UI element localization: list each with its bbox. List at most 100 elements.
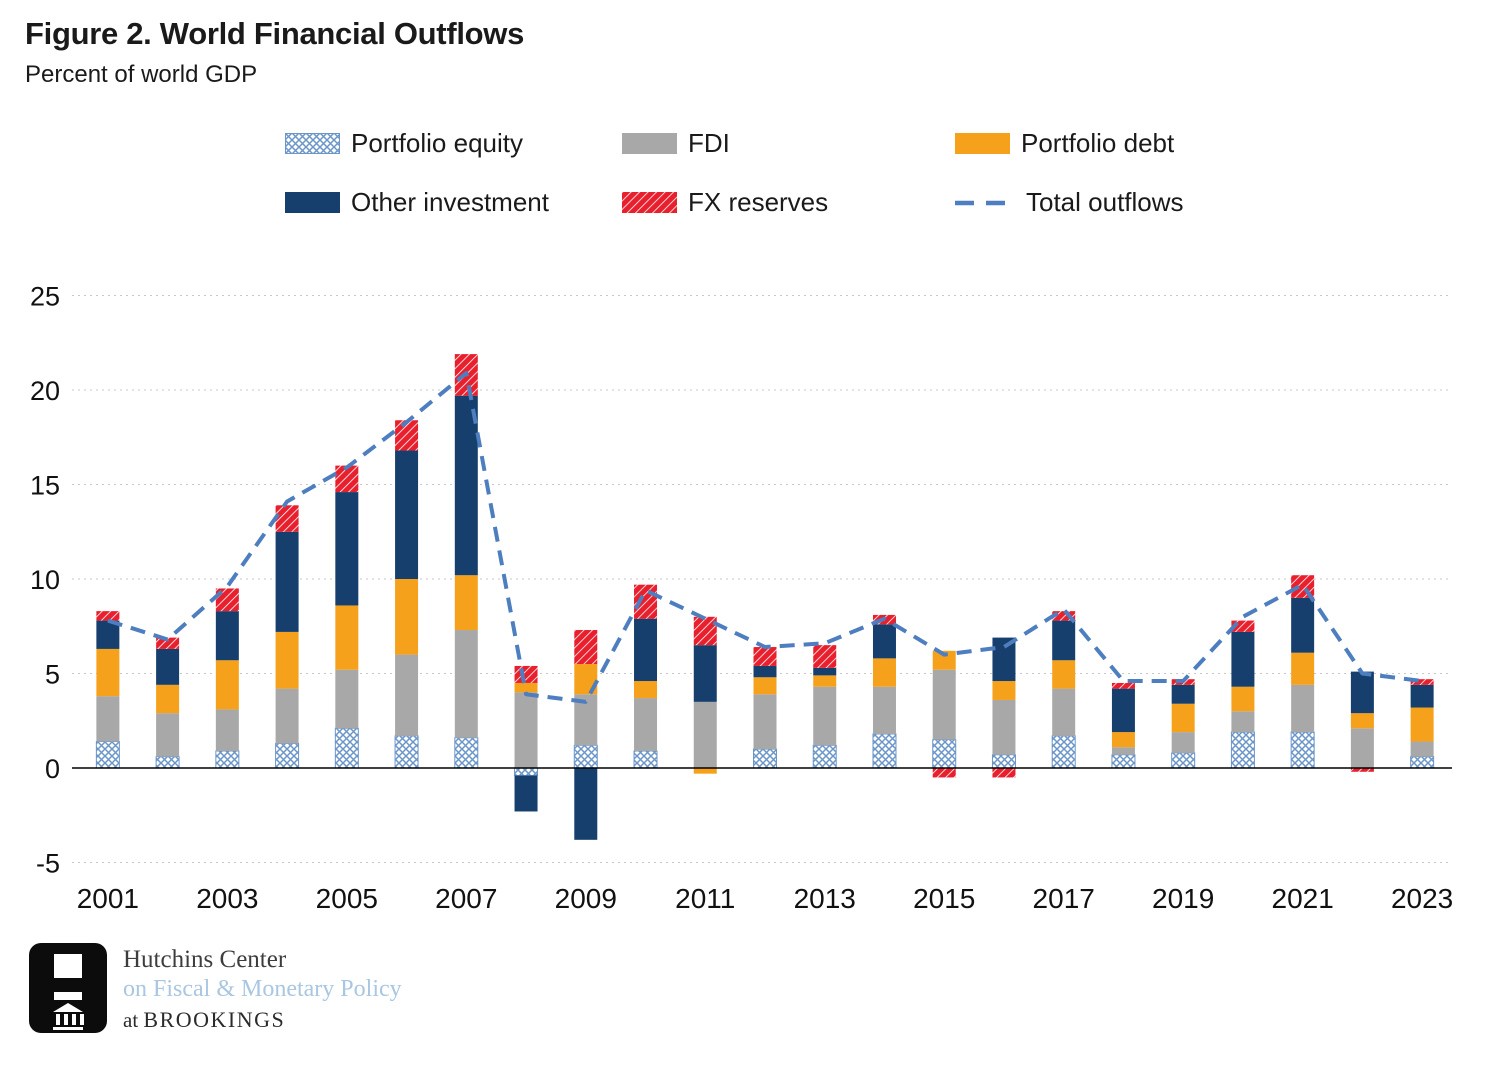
bar-segment bbox=[1171, 732, 1195, 753]
x-axis-label: 2003 bbox=[196, 883, 258, 914]
bar-segment bbox=[813, 675, 837, 687]
figure-title: Figure 2. World Financial Outflows bbox=[25, 16, 525, 51]
bar-segment bbox=[693, 768, 717, 774]
x-axis-label: 2001 bbox=[77, 883, 139, 914]
bar-segment bbox=[1111, 732, 1135, 748]
bar-segment bbox=[395, 654, 419, 736]
bar-segment bbox=[514, 767, 539, 777]
brand-line2: on Fiscal & Monetary Policy bbox=[123, 976, 402, 1002]
bar-segment bbox=[1171, 684, 1195, 704]
bar-segment bbox=[753, 677, 777, 695]
bar-segment bbox=[634, 618, 658, 682]
hutchins-logo-icon bbox=[29, 943, 107, 1033]
bar-segment bbox=[156, 648, 180, 685]
bar-segment bbox=[932, 669, 956, 740]
bar-segment bbox=[573, 744, 598, 769]
bar-segment bbox=[753, 665, 777, 678]
bar-segment bbox=[395, 450, 419, 579]
legend: Portfolio equity FDI Portfolio debt Othe… bbox=[285, 128, 1184, 218]
legend-item-fx-reserves: FX reserves bbox=[622, 187, 955, 218]
bar-segment bbox=[1051, 735, 1076, 769]
bar-segment bbox=[275, 631, 299, 689]
x-axis-label: 2023 bbox=[1391, 883, 1453, 914]
portfolio-debt-swatch-icon bbox=[955, 133, 1010, 154]
bar-segment bbox=[394, 735, 419, 769]
bar-segment bbox=[1350, 713, 1374, 729]
bar-segment bbox=[1231, 620, 1255, 632]
y-axis-label: 5 bbox=[45, 660, 60, 690]
bar-segment bbox=[95, 741, 120, 769]
bar-segment bbox=[1410, 679, 1434, 685]
bar-segment bbox=[275, 742, 300, 769]
bar-segment bbox=[156, 684, 180, 714]
bar-segment bbox=[1290, 731, 1315, 769]
bar-segment bbox=[753, 748, 777, 769]
bar-segment bbox=[813, 667, 837, 676]
bar-segment bbox=[932, 650, 956, 670]
x-axis-label: 2013 bbox=[794, 883, 856, 914]
x-axis-label: 2009 bbox=[555, 883, 617, 914]
bar-segment bbox=[514, 692, 538, 768]
bar-segment bbox=[215, 611, 239, 661]
legend-item-portfolio-equity: Portfolio equity bbox=[285, 128, 622, 159]
bar-segment bbox=[395, 420, 419, 451]
bar-segment bbox=[215, 709, 239, 751]
bar-segment bbox=[991, 754, 1016, 769]
x-axis-label: 2015 bbox=[913, 883, 975, 914]
legend-item-other-investment: Other investment bbox=[285, 187, 622, 218]
x-axis-label: 2011 bbox=[675, 883, 735, 914]
y-axis-label: -5 bbox=[36, 849, 60, 879]
bar-segment bbox=[335, 492, 359, 606]
brand-line3-name: BROOKINGS bbox=[143, 1007, 286, 1032]
bar-segment bbox=[1111, 688, 1135, 733]
bar-segment bbox=[334, 727, 359, 769]
bar-segment bbox=[574, 664, 598, 695]
bar-segment bbox=[514, 665, 538, 683]
brand-line1: Hutchins Center bbox=[123, 946, 287, 973]
bar-segment bbox=[514, 682, 538, 693]
bar-segment bbox=[454, 575, 478, 631]
bar-segment bbox=[1111, 682, 1135, 689]
brand-line3: at BROOKINGS bbox=[123, 1004, 402, 1036]
bar-segment bbox=[1410, 756, 1435, 769]
bar-segment bbox=[992, 699, 1016, 755]
bar-segment bbox=[574, 694, 598, 746]
other-investment-swatch-icon bbox=[285, 192, 340, 213]
bar-segment bbox=[1231, 711, 1255, 733]
bar-segment bbox=[753, 694, 777, 750]
y-axis-label: 0 bbox=[45, 754, 60, 784]
bar-segment bbox=[872, 658, 896, 687]
bar-segment bbox=[1052, 620, 1076, 661]
total-outflows-line bbox=[107, 370, 1423, 704]
bar-segment bbox=[1052, 611, 1076, 621]
bar-segment bbox=[96, 620, 120, 649]
bar-segment bbox=[454, 395, 478, 576]
bar-segment bbox=[992, 768, 1016, 778]
bar-segment bbox=[1231, 631, 1255, 687]
bar-segment bbox=[634, 698, 658, 751]
y-axis-label: 15 bbox=[30, 471, 60, 501]
legend-label-portfolio-equity: Portfolio equity bbox=[351, 128, 523, 158]
bar-segment bbox=[932, 768, 956, 778]
bar-segment bbox=[634, 681, 658, 699]
bar-segment bbox=[574, 768, 598, 840]
bar-segment bbox=[1291, 684, 1315, 733]
bar-segment bbox=[812, 744, 837, 769]
bar-segment bbox=[155, 756, 180, 769]
bar-segment bbox=[156, 637, 180, 649]
bar-segment bbox=[454, 737, 479, 769]
bar-segment bbox=[335, 669, 359, 729]
brand-line3-prefix: at bbox=[123, 1008, 139, 1032]
bar-segment bbox=[335, 465, 359, 493]
bar-segment bbox=[156, 713, 180, 757]
bar-segment bbox=[1171, 703, 1195, 733]
bar-segment bbox=[693, 616, 717, 646]
bar-segment bbox=[813, 645, 837, 668]
fdi-swatch-icon bbox=[622, 133, 677, 154]
bar-segment bbox=[275, 531, 299, 632]
bar-segment bbox=[574, 630, 598, 665]
legend-label-total-outflows: Total outflows bbox=[1026, 187, 1184, 217]
legend-item-total-outflows: Total outflows bbox=[955, 187, 1184, 218]
